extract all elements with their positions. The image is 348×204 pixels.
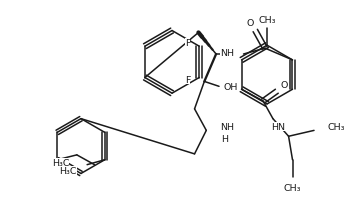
Text: CH₃: CH₃ <box>284 183 301 192</box>
Text: CH₃: CH₃ <box>258 16 276 25</box>
Text: NH: NH <box>220 122 234 131</box>
Text: O: O <box>247 19 254 28</box>
Text: O: O <box>280 80 287 89</box>
Text: F: F <box>185 76 190 84</box>
Text: NH: NH <box>220 48 234 57</box>
Text: OH: OH <box>224 82 238 91</box>
Text: H₃C: H₃C <box>52 159 70 167</box>
Text: H: H <box>221 134 228 143</box>
Text: F: F <box>185 39 190 48</box>
Text: H₃C: H₃C <box>59 166 77 175</box>
Text: HN: HN <box>271 122 285 131</box>
Text: CH₃: CH₃ <box>328 122 345 131</box>
